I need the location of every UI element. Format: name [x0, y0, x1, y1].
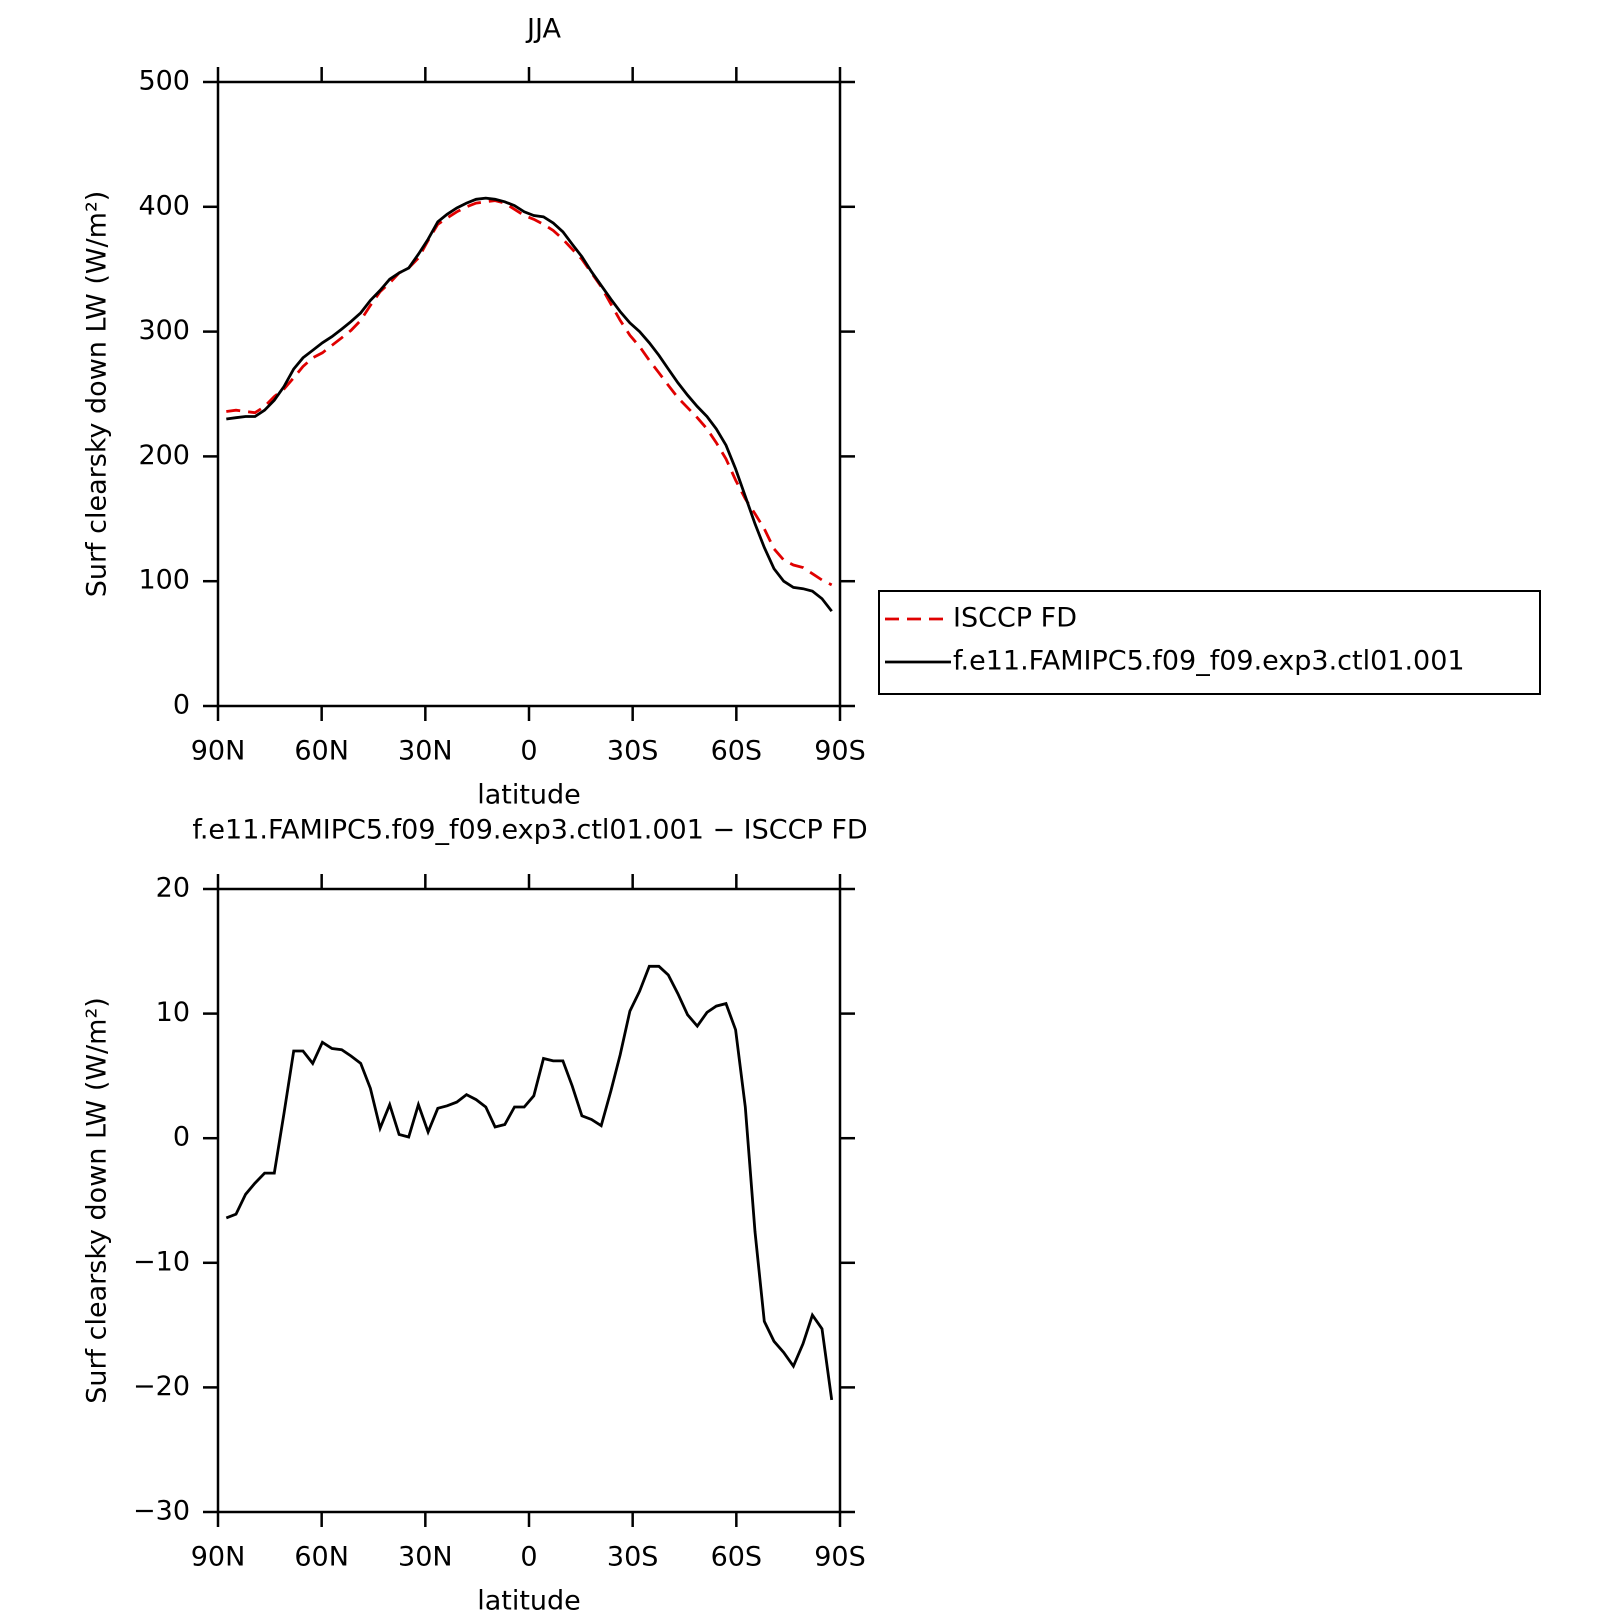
x-axis-label: latitude [477, 780, 581, 811]
legend-label: ISCCP FD [953, 603, 1077, 634]
y-tick-label: 10 [156, 997, 190, 1028]
chart-title: JJA [525, 14, 561, 45]
x-tick-label: 60S [711, 1542, 763, 1573]
legend-label: f.e11.FAMIPC5.f09_f09.exp3.ctl01.001 [953, 646, 1465, 677]
series-line [226, 196, 833, 613]
x-tick-label: 30S [607, 1542, 659, 1573]
y-axis-label: Surf clearsky down LW (W/m²) [82, 997, 113, 1404]
x-tick-label: 60S [711, 736, 763, 767]
x-tick-label: 0 [520, 736, 537, 767]
series-line [226, 199, 833, 587]
y-tick-label: 500 [138, 66, 190, 97]
y-tick-label: 0 [173, 690, 190, 721]
y-tick-label: −10 [133, 1246, 190, 1277]
series-line [225, 964, 834, 1401]
x-tick-label: 90N [191, 1542, 246, 1573]
y-tick-label: −30 [133, 1496, 190, 1527]
x-tick-label: 30S [607, 736, 659, 767]
y-axis-label: Surf clearsky down LW (W/m²) [82, 191, 113, 598]
x-tick-label: 0 [520, 1542, 537, 1573]
x-axis-label: latitude [477, 1586, 581, 1617]
plot-frame [216, 887, 842, 1514]
x-tick-label: 90N [191, 736, 246, 767]
y-tick-label: 20 [156, 873, 190, 904]
y-tick-label: 400 [138, 190, 190, 221]
x-tick-label: 30N [398, 736, 453, 767]
x-tick-label: 90S [814, 736, 866, 767]
plot-frame [216, 80, 842, 708]
x-tick-label: 90S [814, 1542, 866, 1573]
y-tick-label: 100 [138, 565, 190, 596]
y-tick-label: 300 [138, 315, 190, 346]
chart-title: f.e11.FAMIPC5.f09_f09.exp3.ctl01.001 − I… [192, 815, 867, 846]
x-tick-label: 60N [294, 736, 349, 767]
y-tick-label: 200 [138, 440, 190, 471]
y-tick-label: −20 [133, 1371, 190, 1402]
x-tick-label: 60N [294, 1542, 349, 1573]
legend-box [878, 590, 1541, 695]
x-tick-label: 30N [398, 1542, 453, 1573]
y-tick-label: 0 [173, 1122, 190, 1153]
